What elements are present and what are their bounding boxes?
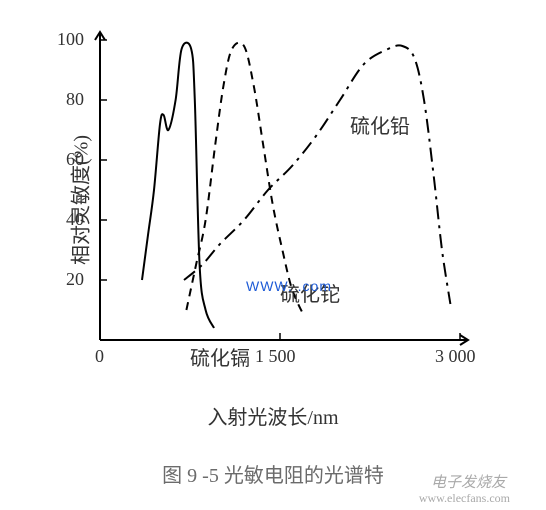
x-tick-1500: 1 500 [255,346,296,367]
series-硫化镉 [142,43,214,328]
y-tick-100: 100 [57,29,84,50]
y-tick-20: 20 [66,269,84,290]
y-tick-40: 40 [66,209,84,230]
label-硫化镉: 硫化镉 [190,342,250,371]
x-tick-3000: 3 000 [435,346,476,367]
watermark-url: www.elecfans.com [419,491,510,506]
series-硫化铊 [186,43,304,316]
y-tick-60: 60 [66,149,84,170]
y-tick-80: 80 [66,89,84,110]
plot-svg [90,30,480,360]
plot-area [90,30,480,360]
chart-container: 相对灵敏度(%) 2040608010001 5003 000 硫化镉硫化铊硫化… [0,0,546,510]
x-tick-0: 0 [95,346,104,367]
x-axis-title: 入射光波长/nm [207,401,338,430]
figure-caption: 图 9 -5 光敏电阻的光谱特 [162,459,384,488]
label-硫化铅: 硫化铅 [350,110,410,139]
watermark-cn: 电子发烧友 [431,471,506,492]
blue-watermark: WWW. .com [246,278,332,294]
